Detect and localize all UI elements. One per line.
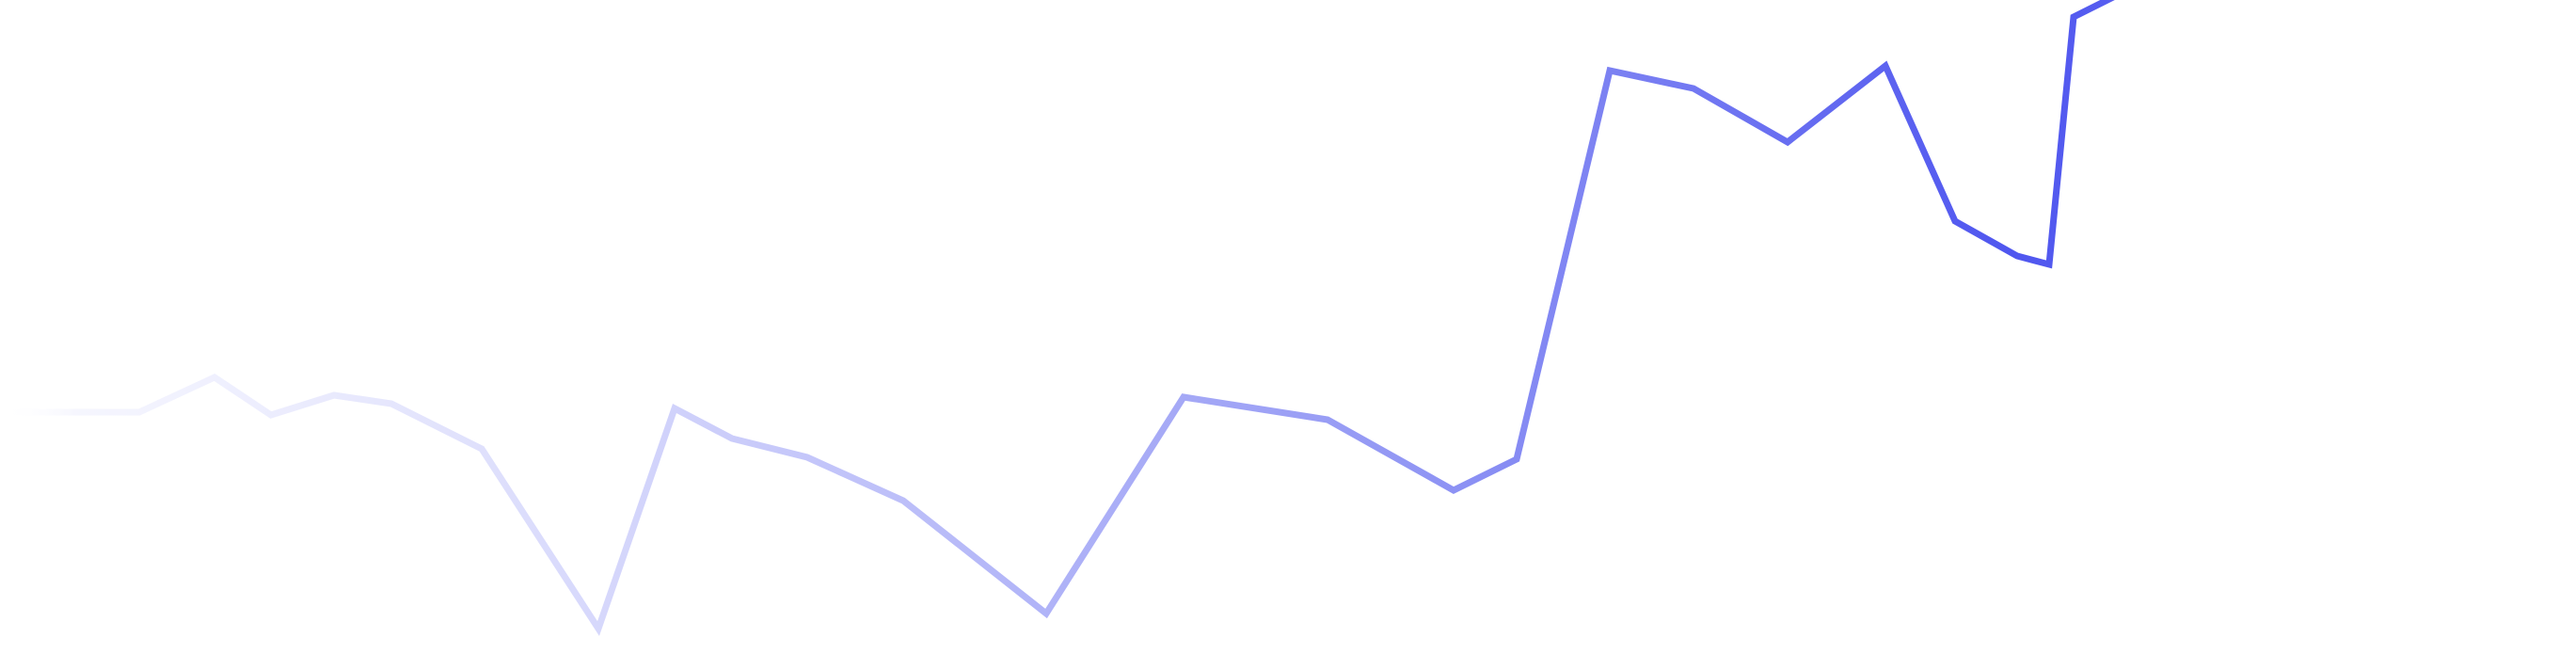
series-line-0 xyxy=(0,0,2115,636)
series-layer xyxy=(0,0,2115,636)
